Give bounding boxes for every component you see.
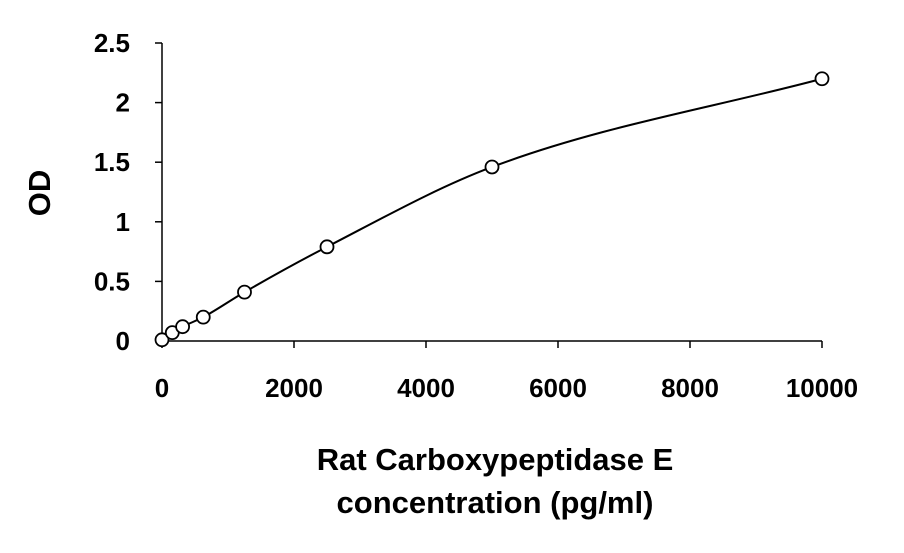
y-tick-label: 1.5: [94, 147, 130, 177]
x-tick-label: 8000: [661, 373, 719, 403]
data-points: [154, 71, 830, 348]
data-point: [319, 239, 335, 255]
y-axis-title: OD: [22, 170, 57, 217]
y-tick-label: 0: [116, 326, 130, 356]
data-point: [484, 159, 500, 175]
y-tick-label: 1: [116, 207, 130, 237]
fit-curve: [161, 77, 823, 341]
x-tick-label: 6000: [529, 373, 587, 403]
fit-curve-layer: [161, 77, 823, 341]
x-axis-title-line-1: Rat Carboxypeptidase E: [317, 442, 674, 477]
data-point: [237, 284, 252, 300]
x-tick-label: 4000: [397, 373, 455, 403]
x-axis-title-line-2: concentration (pg/ml): [337, 485, 654, 520]
data-point: [175, 319, 190, 335]
tick-labels: 0 0.5 1 1.5 2 2.5 0 2000 4000 6000 8000 10000: [94, 28, 858, 403]
x-tick-label: 10000: [786, 373, 858, 403]
data-point: [154, 332, 170, 348]
y-tick-label: 2: [116, 88, 130, 118]
y-tick-label: 2.5: [94, 28, 130, 58]
x-tick-label: 0: [155, 373, 169, 403]
y-tick-label: 0.5: [94, 266, 130, 296]
data-point: [814, 71, 830, 87]
data-point: [195, 309, 211, 325]
x-tick-label: 2000: [265, 373, 323, 403]
axis-titles: OD Rat Carboxypeptidase E concentration …: [22, 170, 673, 520]
axes: [155, 42, 823, 348]
